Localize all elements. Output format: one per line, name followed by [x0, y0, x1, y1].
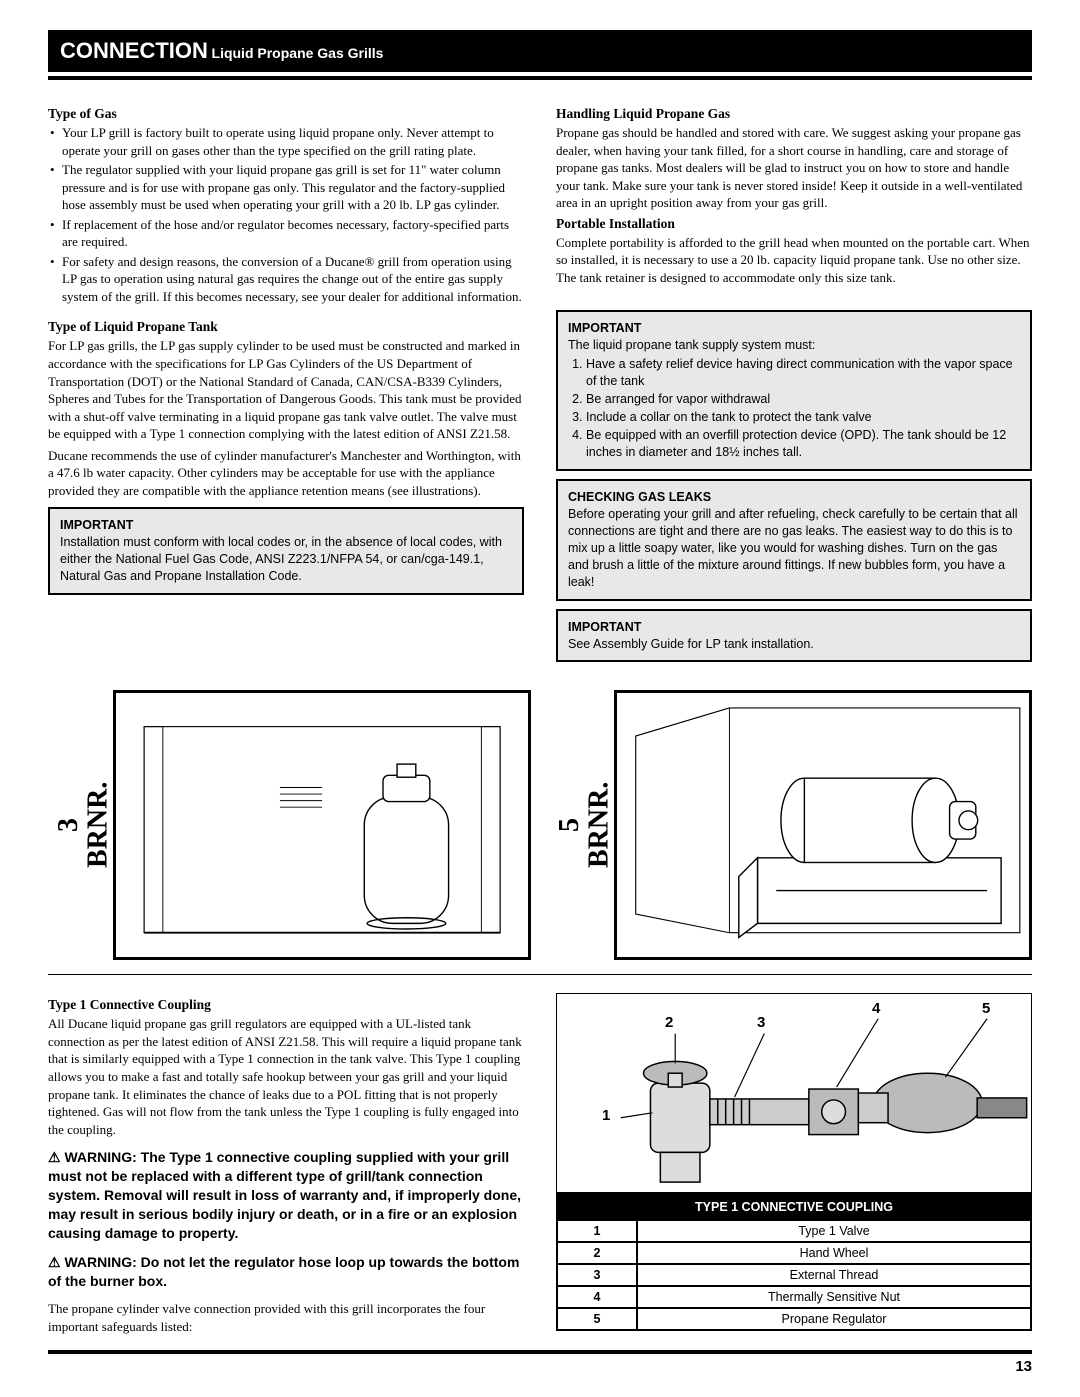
table-row: 2Hand Wheel — [557, 1242, 1031, 1264]
coupling-table: TYPE 1 CONNECTIVE COUPLING 1Type 1 Valve… — [556, 1193, 1032, 1331]
diag-label: BRNR. — [583, 782, 614, 868]
diag-num: 5 — [554, 818, 585, 832]
para-portable: Complete portability is afforded to the … — [556, 234, 1032, 287]
box-text: Before operating your grill and after re… — [568, 506, 1020, 590]
bullet: Your LP grill is factory built to operat… — [62, 124, 524, 159]
header-title: CONNECTION — [60, 38, 208, 63]
right-column: Handling Liquid Propane Gas Propane gas … — [556, 102, 1032, 670]
bullet: If replacement of the hose and/or regula… — [62, 216, 524, 251]
callout-1: 1 — [602, 1107, 610, 1124]
box-title: IMPORTANT — [568, 320, 1020, 337]
box-list: Have a safety relief device having direc… — [568, 356, 1020, 460]
diagram-frame — [113, 690, 531, 960]
important-box-install: IMPORTANT Installation must conform with… — [48, 507, 524, 595]
diagram-frame — [614, 690, 1032, 960]
callout-3: 3 — [757, 1014, 765, 1031]
diagram-row: 3 BRNR. — [48, 690, 1032, 960]
header-subtitle: Liquid Propane Gas Grills — [212, 45, 384, 61]
box-text: Installation must conform with local cod… — [60, 534, 512, 585]
para-tank-b: Ducane recommends the use of cylinder ma… — [48, 447, 524, 500]
warning-1: ⚠ WARNING: The Type 1 connective couplin… — [48, 1148, 524, 1242]
box-item: Be equipped with an overfill protection … — [586, 427, 1020, 461]
box-title: IMPORTANT — [60, 517, 512, 534]
coupling-figure-column: 1 2 3 4 5 TYPE 1 CONNECTIVE COUPLING 1Ty… — [556, 993, 1032, 1339]
table-row: 5Propane Regulator — [557, 1308, 1031, 1330]
bullet: For safety and design reasons, the conve… — [62, 253, 524, 306]
box-lead: The liquid propane tank supply system mu… — [568, 337, 1020, 354]
bullets-type-of-gas: Your LP grill is factory built to operat… — [48, 124, 524, 305]
para-after: The propane cylinder valve connection pr… — [48, 1300, 524, 1335]
diag-num: 3 — [53, 818, 84, 832]
page-number: 13 — [48, 1350, 1032, 1375]
left-column: Type of Gas Your LP grill is factory bui… — [48, 102, 524, 670]
table-row: 4Thermally Sensitive Nut — [557, 1286, 1031, 1308]
important-box-assembly: IMPORTANT See Assembly Guide for LP tank… — [556, 609, 1032, 663]
page-header: CONNECTION Liquid Propane Gas Grills — [48, 30, 1032, 80]
important-box-supply: IMPORTANT The liquid propane tank supply… — [556, 310, 1032, 471]
box-text: See Assembly Guide for LP tank installat… — [568, 636, 1020, 653]
box-item: Have a safety relief device having direc… — [586, 356, 1020, 390]
table-row: 1Type 1 Valve — [557, 1220, 1031, 1242]
para-tank-a: For LP gas grills, the LP gas supply cyl… — [48, 337, 524, 442]
table-row: 3External Thread — [557, 1264, 1031, 1286]
diag-label: BRNR. — [82, 782, 113, 868]
table-title: TYPE 1 CONNECTIVE COUPLING — [557, 1194, 1031, 1220]
callout-2: 2 — [665, 1014, 673, 1031]
box-item: Include a collar on the tank to protect … — [586, 409, 1020, 426]
checking-gas-leaks-box: CHECKING GAS LEAKS Before operating your… — [556, 479, 1032, 600]
bullet: The regulator supplied with your liquid … — [62, 161, 524, 214]
box-item: Be arranged for vapor withdrawal — [586, 391, 1020, 408]
heading-tank-type: Type of Liquid Propane Tank — [48, 319, 524, 335]
diagram-3brnr: 3 BRNR. — [48, 690, 531, 960]
heading-coupling: Type 1 Connective Coupling — [48, 997, 524, 1013]
para-handling: Propane gas should be handled and stored… — [556, 124, 1032, 212]
top-columns: Type of Gas Your LP grill is factory bui… — [48, 102, 1032, 670]
callout-4: 4 — [872, 1000, 880, 1017]
heading-handling: Handling Liquid Propane Gas — [556, 106, 1032, 122]
warning-2: ⚠ WARNING: Do not let the regulator hose… — [48, 1253, 524, 1291]
divider — [48, 974, 1032, 975]
callout-5: 5 — [982, 1000, 990, 1017]
bottom-columns: Type 1 Connective Coupling All Ducane li… — [48, 993, 1032, 1339]
coupling-text-column: Type 1 Connective Coupling All Ducane li… — [48, 993, 524, 1339]
heading-type-of-gas: Type of Gas — [48, 106, 524, 122]
coupling-figure: 1 2 3 4 5 — [556, 993, 1032, 1193]
box-title: CHECKING GAS LEAKS — [568, 489, 1020, 506]
heading-portable: Portable Installation — [556, 216, 1032, 232]
para-coupling: All Ducane liquid propane gas grill regu… — [48, 1015, 524, 1138]
diagram-5brnr: 5 BRNR. — [549, 690, 1032, 960]
box-title: IMPORTANT — [568, 619, 1020, 636]
